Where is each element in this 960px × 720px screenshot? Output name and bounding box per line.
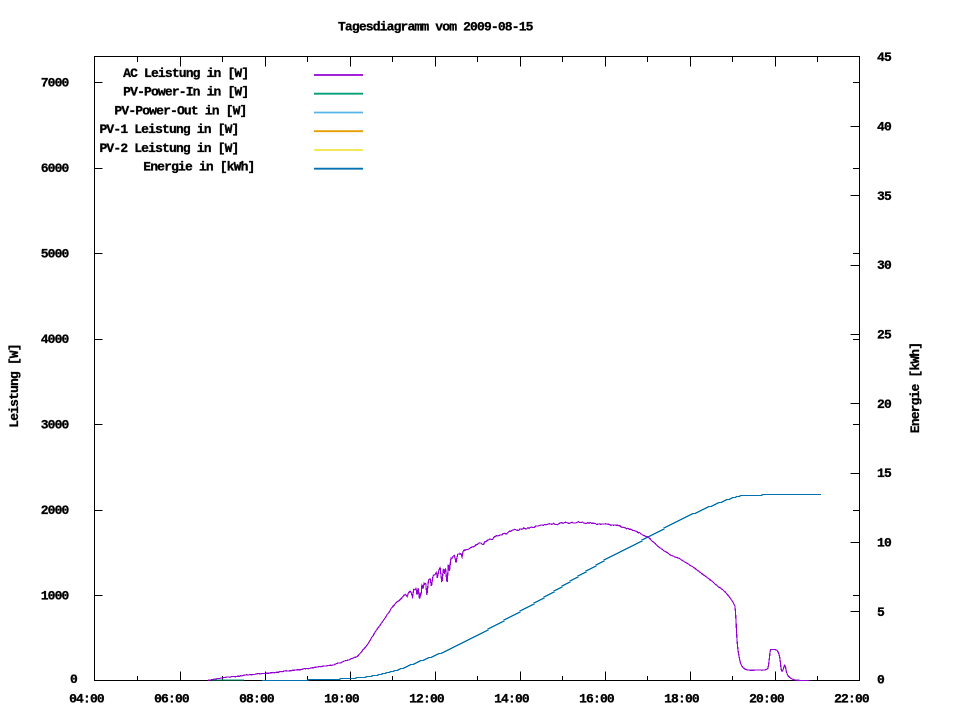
svg-text:15: 15 — [877, 466, 892, 481]
svg-text:30: 30 — [877, 258, 892, 273]
svg-text:4000: 4000 — [41, 332, 70, 347]
svg-text:0: 0 — [877, 673, 885, 688]
svg-text:3000: 3000 — [41, 418, 70, 433]
svg-text:0: 0 — [70, 672, 78, 687]
svg-text:12:00: 12:00 — [409, 691, 445, 706]
svg-text:10: 10 — [877, 535, 892, 550]
svg-text:25: 25 — [877, 327, 892, 342]
svg-text:PV-1 Leistung in [W]: PV-1 Leistung in [W] — [99, 122, 238, 137]
svg-text:04:00: 04:00 — [69, 691, 105, 706]
svg-text:PV-Power-In in [W]: PV-Power-In in [W] — [123, 85, 248, 100]
svg-text:20:00: 20:00 — [749, 691, 785, 706]
svg-text:5000: 5000 — [41, 247, 70, 262]
svg-text:PV-2 Leistung in [W]: PV-2 Leistung in [W] — [99, 141, 238, 156]
svg-text:40: 40 — [877, 119, 892, 134]
svg-text:6000: 6000 — [41, 161, 70, 176]
svg-text:1000: 1000 — [41, 589, 70, 604]
svg-text:PV-Power-Out in [W]: PV-Power-Out in [W] — [114, 103, 246, 118]
svg-text:35: 35 — [877, 189, 892, 204]
svg-text:10:00: 10:00 — [324, 691, 360, 706]
svg-text:08:00: 08:00 — [239, 691, 275, 706]
svg-text:Leistung [W]: Leistung [W] — [7, 344, 22, 427]
svg-text:20: 20 — [877, 397, 892, 412]
svg-text:18:00: 18:00 — [664, 691, 700, 706]
svg-text:Tagesdiagramm vom 2009-08-15: Tagesdiagramm vom 2009-08-15 — [338, 19, 534, 34]
svg-text:7000: 7000 — [41, 76, 70, 91]
svg-text:2000: 2000 — [41, 503, 70, 518]
svg-text:14:00: 14:00 — [494, 691, 530, 706]
svg-text:AC Leistung in [W]: AC Leistung in [W] — [123, 66, 248, 81]
svg-text:5: 5 — [877, 605, 885, 620]
svg-text:16:00: 16:00 — [579, 691, 615, 706]
svg-text:Energie [kWh]: Energie [kWh] — [908, 343, 923, 433]
svg-text:45: 45 — [877, 50, 892, 65]
svg-text:22:00: 22:00 — [834, 691, 870, 706]
svg-text:Energie in [kWh]: Energie in [kWh] — [143, 160, 254, 175]
svg-text:06:00: 06:00 — [154, 691, 190, 706]
